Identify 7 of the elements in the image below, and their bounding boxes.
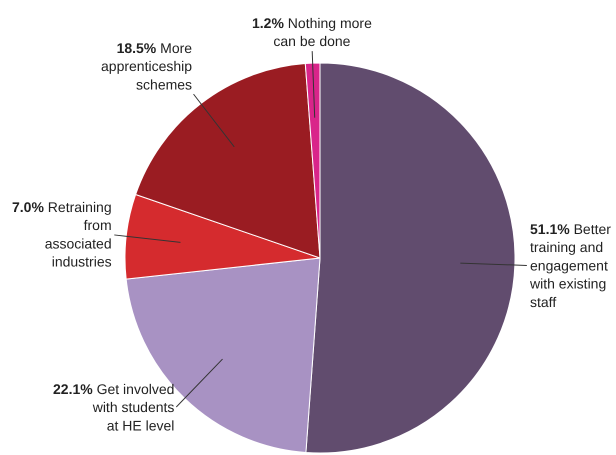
data-label: 22.1% [53, 381, 94, 397]
data-label: 1.2% [252, 15, 284, 31]
data-label: 7.0% [12, 199, 44, 215]
data-label: 18.5% [116, 40, 157, 56]
slice-label: Get involved with students at HE level [92, 381, 174, 434]
data-label: 51.1% [530, 221, 570, 237]
slice-label: Retraining from associated industries [44, 199, 112, 270]
